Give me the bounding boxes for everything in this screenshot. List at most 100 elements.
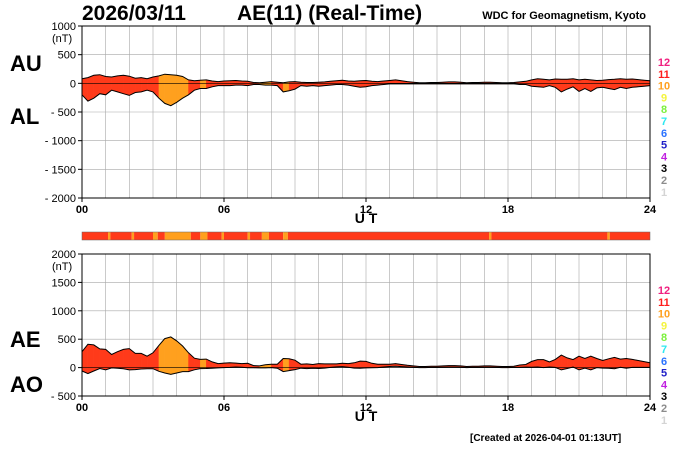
legend-level-label: 6 bbox=[661, 356, 667, 368]
legend-level-label: 11 bbox=[658, 297, 670, 309]
legend-level-label: 10 bbox=[658, 309, 670, 321]
y-tick-label: 0 bbox=[70, 78, 76, 90]
y-tick-label: 0 bbox=[70, 363, 76, 375]
index-bar-segment bbox=[489, 232, 492, 240]
area-segment bbox=[294, 81, 302, 90]
area-segment bbox=[87, 75, 95, 102]
area-segment bbox=[620, 358, 627, 369]
series-line-au bbox=[81, 73, 651, 84]
index-bar-segment bbox=[607, 232, 610, 240]
index-bar-segment bbox=[268, 232, 284, 240]
area-segment bbox=[626, 358, 633, 369]
unit-label: (nT) bbox=[52, 33, 72, 45]
y-tick-label: 500 bbox=[58, 334, 76, 346]
index-bar-segment bbox=[134, 232, 153, 240]
x-tick-label: 00 bbox=[76, 204, 88, 216]
legend-level-label: 12 bbox=[658, 57, 670, 69]
area-segment bbox=[359, 80, 367, 88]
area-segment bbox=[135, 353, 142, 370]
legend-level-label: 9 bbox=[661, 320, 667, 332]
legend-level-label: 7 bbox=[661, 116, 667, 128]
x-tick-label: 18 bbox=[502, 402, 514, 414]
index-bar-segment bbox=[164, 232, 191, 240]
area-segment bbox=[135, 77, 142, 93]
area-segment bbox=[129, 348, 136, 371]
y-tick-label: 1500 bbox=[52, 277, 76, 289]
area-segment bbox=[537, 359, 544, 368]
index-bar-segment bbox=[287, 232, 490, 240]
legend-level-label: 1 bbox=[661, 415, 667, 427]
legend-level-label: 5 bbox=[661, 140, 667, 152]
index-color-bar bbox=[81, 231, 651, 241]
area-segment bbox=[146, 76, 154, 93]
legend-level-label: 10 bbox=[658, 81, 670, 93]
legend-level-label: 4 bbox=[661, 151, 668, 163]
y-tick-label: 1000 bbox=[52, 306, 76, 318]
index-bar-segment bbox=[82, 232, 109, 240]
area-segment bbox=[99, 348, 106, 371]
x-tick-label: 24 bbox=[644, 402, 657, 414]
x-tick-label: 06 bbox=[218, 402, 230, 414]
legend-level-label: 3 bbox=[661, 391, 667, 403]
x-tick-label: 18 bbox=[502, 204, 514, 216]
x-axis-label: U T bbox=[355, 210, 378, 226]
area-segment bbox=[359, 360, 367, 369]
index-bar-frame bbox=[81, 231, 651, 241]
index-bar-segment bbox=[190, 232, 201, 240]
area-segment bbox=[123, 75, 130, 96]
au-al-plot: 1000 500 0 - 500 - 1000 - 1500 - 2000 (nT) 00 06 1… bbox=[45, 21, 670, 226]
index-bar-segment bbox=[224, 232, 248, 240]
index-bar-segment bbox=[250, 232, 262, 240]
area-segment bbox=[123, 348, 130, 371]
area-segment bbox=[117, 75, 124, 94]
y-tick-label: 2000 bbox=[52, 249, 76, 261]
legend-level-label: 3 bbox=[661, 163, 667, 175]
index-bar-segment bbox=[153, 232, 158, 240]
area-segment bbox=[170, 336, 177, 375]
area-segment bbox=[194, 357, 201, 371]
legend-level-label: 8 bbox=[661, 104, 667, 116]
legend-level-label: 1 bbox=[661, 187, 667, 199]
index-bar-segment bbox=[207, 232, 222, 240]
unit-label: (nT) bbox=[52, 261, 72, 273]
index-bar-segment bbox=[283, 232, 288, 240]
x-tick-label: 06 bbox=[218, 204, 230, 216]
created-timestamp: [Created at 2026-04-01 01:13UT] bbox=[470, 433, 622, 444]
area-segment bbox=[176, 75, 183, 103]
area-segment bbox=[200, 79, 207, 89]
legend-level-label: 6 bbox=[661, 128, 667, 140]
index-bar-segment bbox=[491, 232, 608, 240]
legend-level-label: 5 bbox=[661, 368, 667, 380]
y-tick-label: - 2000 bbox=[45, 193, 76, 205]
y-tick-label: - 500 bbox=[51, 107, 76, 119]
legend-level-label: 2 bbox=[661, 175, 667, 187]
area-segment bbox=[608, 79, 615, 90]
index-bar-segment bbox=[110, 232, 132, 240]
al-label: AL bbox=[10, 104, 40, 129]
area-segment bbox=[170, 74, 177, 107]
area-segment bbox=[164, 336, 171, 375]
index-title: AE(11) (Real-Time) bbox=[237, 2, 423, 25]
legend-level-label: 2 bbox=[661, 403, 667, 415]
institution-label: WDC for Geomagnetism, Kyoto bbox=[482, 10, 646, 22]
x-tick-label: 24 bbox=[644, 204, 657, 216]
area-segment bbox=[117, 349, 124, 369]
index-bar-segment bbox=[247, 232, 251, 240]
x-tick-label: 00 bbox=[76, 402, 88, 414]
index-bar-segment bbox=[131, 232, 135, 240]
y-tick-label: - 1500 bbox=[45, 164, 76, 176]
area-segment bbox=[99, 74, 106, 96]
area-segment bbox=[111, 75, 118, 93]
area-segment bbox=[140, 77, 148, 93]
area-segment bbox=[288, 358, 296, 371]
x-axis-label: U T bbox=[355, 408, 378, 424]
ao-label: AO bbox=[10, 372, 43, 397]
index-bar-segment bbox=[609, 232, 650, 240]
series-line-ae bbox=[81, 336, 651, 368]
x-tick-label: 12 bbox=[360, 204, 372, 216]
y-tick-label: - 500 bbox=[51, 391, 76, 403]
legend-level-label: 9 bbox=[661, 92, 667, 104]
